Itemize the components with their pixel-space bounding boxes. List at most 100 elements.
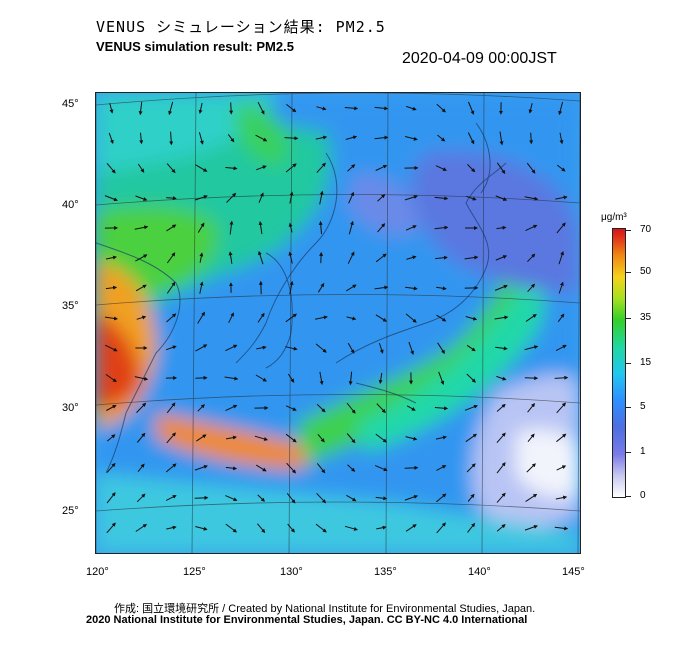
- wind-arrow: [258, 221, 263, 235]
- colorbar-tick-mark: [625, 452, 631, 453]
- wind-arrow: [466, 195, 477, 201]
- wind-arrow: [138, 101, 143, 116]
- wind-arrow: [316, 162, 326, 173]
- wind-arrow: [347, 342, 355, 354]
- wind-arrow: [315, 135, 328, 140]
- wind-arrow: [225, 523, 237, 533]
- wind-arrow: [134, 225, 149, 230]
- wind-arrow: [166, 402, 176, 414]
- wind-arrow: [528, 103, 533, 114]
- wind-arrow: [317, 433, 325, 443]
- wind-arrow: [344, 525, 358, 531]
- wind-arrow: [554, 375, 569, 380]
- wind-arrow: [198, 102, 203, 114]
- wind-arrow: [195, 164, 208, 172]
- wind-arrow: [104, 316, 118, 321]
- wind-arrow: [225, 344, 238, 352]
- wind-arrow: [286, 104, 297, 113]
- colorbar-tick-1: 1: [640, 446, 646, 457]
- graticule: [96, 93, 580, 553]
- colorbar-tick-35: 35: [640, 312, 652, 323]
- wind-arrow: [465, 433, 478, 443]
- wind-arrow: [256, 345, 267, 350]
- colorbar-tick-15: 15: [640, 357, 652, 368]
- wind-arrow: [347, 251, 355, 264]
- wind-arrow: [255, 134, 268, 142]
- lon-label-140: 140°: [468, 566, 491, 578]
- wind-arrow: [404, 494, 419, 501]
- wind-arrow: [496, 492, 506, 503]
- wind-arrow: [135, 195, 148, 201]
- wind-arrow: [168, 101, 174, 116]
- wind-arrow: [197, 222, 205, 233]
- wind-arrow: [344, 106, 359, 111]
- wind-arrow: [197, 311, 205, 324]
- wind-arrow: [287, 373, 295, 383]
- wind-arrow: [165, 463, 177, 473]
- wind-arrow: [316, 463, 326, 474]
- wind-arrow: [467, 164, 476, 173]
- wind-arrow: [405, 286, 418, 291]
- wind-arrow: [496, 524, 506, 532]
- lon-label-120: 120°: [86, 566, 109, 578]
- wind-arrow: [527, 433, 535, 443]
- wind-arrow: [435, 435, 447, 440]
- wind-arrow: [434, 196, 449, 201]
- wind-arrow: [559, 132, 564, 145]
- wind-arrow: [496, 225, 507, 230]
- wind-arrow: [375, 496, 388, 501]
- lat-label-40: 40°: [62, 199, 79, 211]
- colorbar-tick-50: 50: [640, 266, 652, 277]
- wind-arrow: [499, 131, 504, 146]
- wind-arrow: [496, 375, 507, 381]
- wind-arrow: [406, 405, 416, 411]
- wind-arrow: [166, 163, 176, 174]
- wind-arrow: [558, 250, 564, 265]
- wind-arrow: [495, 255, 508, 261]
- wind-arrow: [195, 375, 208, 380]
- wind-arrow: [406, 105, 417, 111]
- wind-arrow: [467, 493, 475, 502]
- wind-arrow: [348, 220, 354, 235]
- wind-arrow: [378, 342, 384, 354]
- wind-arrow: [406, 255, 417, 260]
- wind-arrow: [375, 314, 387, 322]
- lon-label-145: 145°: [562, 566, 585, 578]
- wind-arrow: [466, 463, 476, 473]
- wind-arrow: [496, 162, 506, 175]
- lon-label-135: 135°: [374, 566, 397, 578]
- timestamp: 2020-04-09 00:00JST: [402, 50, 557, 67]
- wind-arrow: [135, 284, 147, 292]
- wind-arrow: [405, 524, 417, 532]
- wind-arrow: [226, 192, 237, 203]
- wind-arrow: [554, 526, 569, 531]
- wind-arrow: [286, 492, 296, 504]
- wind-arrow: [525, 493, 538, 503]
- wind-arrow: [556, 164, 566, 172]
- wind-arrow: [105, 255, 117, 260]
- wind-arrow: [137, 163, 145, 173]
- wind-arrow: [404, 136, 418, 141]
- wind-arrow: [437, 134, 446, 142]
- wind-arrow: [166, 525, 177, 530]
- wind-arrow: [526, 162, 536, 174]
- wind-arrow: [225, 466, 238, 471]
- wind-arrow: [405, 313, 417, 323]
- wind-arrow: [555, 344, 567, 352]
- wind-arrow: [106, 462, 116, 473]
- footer-copyright: 2020 National Institute for Environmenta…: [86, 614, 528, 626]
- wind-arrow: [254, 435, 269, 441]
- wind-arrow: [288, 251, 293, 264]
- wind-arrow: [284, 136, 299, 141]
- colorbar-tick-mark: [625, 272, 631, 273]
- wind-arrow: [225, 404, 238, 412]
- wind-arrow: [199, 252, 204, 263]
- wind-arrow: [464, 255, 479, 260]
- wind-arrow: [166, 345, 177, 351]
- wind-arrow: [405, 436, 418, 441]
- wind-arrow: [377, 194, 386, 202]
- wind-arrow: [194, 195, 208, 201]
- wind-arrow: [317, 282, 325, 293]
- wind-arrow: [106, 522, 116, 534]
- wind-arrow: [316, 106, 327, 111]
